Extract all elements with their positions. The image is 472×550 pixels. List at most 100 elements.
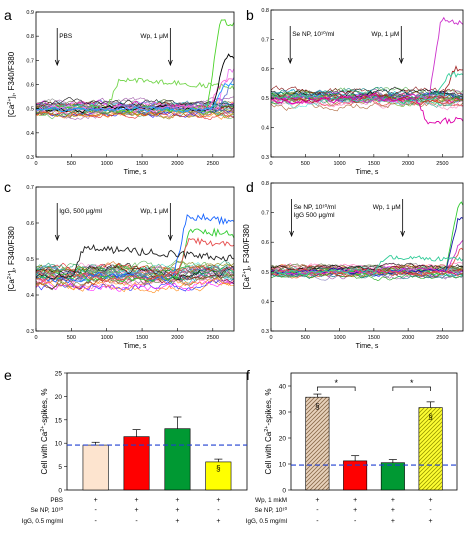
trace-line bbox=[270, 269, 464, 277]
x-axis-label: Time, s bbox=[124, 343, 147, 350]
y-tick-label: 0.4 bbox=[26, 131, 34, 137]
y-tick-label: 10 bbox=[279, 462, 287, 469]
condition-sign: + bbox=[134, 497, 138, 504]
panel-letter: e bbox=[4, 367, 12, 383]
x-tick-label: 500 bbox=[67, 335, 76, 341]
x-tick-label: 1500 bbox=[136, 161, 148, 167]
x-tick-label: 2000 bbox=[402, 161, 414, 167]
y-tick-label: 0.7 bbox=[26, 185, 34, 191]
x-tick-label: 1500 bbox=[368, 335, 380, 341]
arrow-head bbox=[54, 234, 60, 242]
arrow-head bbox=[167, 59, 173, 67]
x-tick-label: 2500 bbox=[207, 335, 219, 341]
y-tick-label: 20 bbox=[55, 394, 63, 401]
y-tick-label: 0.4 bbox=[26, 293, 34, 299]
trace-line bbox=[35, 97, 235, 107]
condition-sign: + bbox=[429, 518, 433, 525]
y-tick-label: 0.5 bbox=[26, 257, 34, 263]
event-trace bbox=[35, 244, 235, 280]
y-tick-label: 0.3 bbox=[261, 329, 269, 335]
y-axis-label: Cell with Ca2+-spikes, % bbox=[40, 389, 49, 475]
y-tick-label: 0.3 bbox=[26, 155, 34, 161]
annotation-label: Wp, 1 μM bbox=[373, 204, 401, 211]
condition-sign: + bbox=[94, 497, 98, 504]
panel-b: 0 500 1000 1500 2000 2500 0.3 0.4 0.5 0.6 0.7 0.8 Ti… bbox=[246, 7, 464, 176]
annotation-label: PBS bbox=[59, 33, 73, 40]
panel-letter: c bbox=[4, 179, 11, 195]
y-tick-label: 0.7 bbox=[261, 37, 269, 43]
y-tick-label: 0.6 bbox=[26, 83, 34, 89]
y-tick-label: 0.3 bbox=[261, 155, 269, 161]
trace-line bbox=[270, 269, 464, 280]
event-trace bbox=[35, 212, 235, 284]
annotation-label: IgG, 500 μg/ml bbox=[59, 208, 102, 215]
y-axis-label: Cell with Ca2+-spikes, % bbox=[264, 389, 273, 475]
x-tick-label: 2500 bbox=[436, 335, 448, 341]
y-tick-label: 0.7 bbox=[26, 58, 34, 64]
x-tick-label: 1000 bbox=[101, 335, 113, 341]
trace-line bbox=[270, 90, 464, 105]
condition-sign: - bbox=[429, 507, 432, 514]
panel-letter: b bbox=[246, 7, 254, 23]
x-tick-label: 500 bbox=[67, 161, 76, 167]
trace-line bbox=[35, 109, 235, 120]
y-tick-label: 0.7 bbox=[261, 211, 269, 217]
y-tick-label: 0 bbox=[282, 488, 286, 495]
y-tick-label: 0.4 bbox=[261, 299, 269, 305]
trace-line bbox=[35, 274, 235, 290]
y-tick-label: 0.6 bbox=[261, 67, 269, 73]
condition-sign: + bbox=[353, 497, 357, 504]
x-tick-label: 2500 bbox=[436, 161, 448, 167]
condition-label: IgG, 0.5 mg/ml bbox=[22, 518, 63, 525]
panel-letter: f bbox=[246, 367, 250, 383]
panel-f: 0 10 20 30 40 Cell with Ca2+-spikes, % § + - - + + -… bbox=[246, 367, 458, 525]
condition-sign: + bbox=[429, 497, 433, 504]
trace-line bbox=[35, 265, 235, 278]
x-tick-label: 0 bbox=[269, 161, 272, 167]
x-tick-label: 0 bbox=[34, 161, 37, 167]
arrow-head bbox=[398, 57, 404, 65]
condition-sign: + bbox=[391, 507, 395, 514]
trace-line bbox=[35, 272, 235, 290]
trace-line bbox=[35, 261, 235, 279]
event-trace bbox=[270, 71, 464, 105]
y-tick-label: 40 bbox=[279, 384, 287, 391]
trace-line bbox=[35, 263, 235, 278]
trace-line bbox=[270, 93, 464, 105]
arrow-head bbox=[54, 59, 60, 67]
plot-frame bbox=[270, 182, 464, 332]
significance-marker: § bbox=[428, 413, 432, 422]
y-tick-label: 5 bbox=[58, 464, 62, 471]
x-tick-label: 500 bbox=[301, 335, 310, 341]
condition-sign: - bbox=[94, 507, 97, 514]
condition-sign: + bbox=[391, 497, 395, 504]
plot-frame bbox=[290, 372, 458, 491]
condition-sign: + bbox=[353, 507, 357, 514]
y-axis-label: [Ca2+]i, F340/F380 bbox=[242, 224, 253, 290]
panel-e: 0 5 10 15 20 25 Cell with Ca2+-spikes, % + - - + + -… bbox=[4, 367, 248, 525]
y-tick-label: 10 bbox=[55, 441, 63, 448]
trace-line bbox=[35, 106, 235, 116]
y-tick-label: 15 bbox=[55, 417, 63, 424]
significance-bracket bbox=[317, 386, 356, 391]
x-tick-label: 1500 bbox=[368, 161, 380, 167]
traces bbox=[35, 212, 235, 294]
traces bbox=[270, 16, 464, 125]
y-tick-label: 20 bbox=[279, 436, 287, 443]
y-tick-label: 25 bbox=[55, 371, 63, 378]
significance-bracket bbox=[392, 386, 431, 391]
trace-line bbox=[35, 276, 235, 292]
plot-frame bbox=[66, 372, 248, 491]
x-tick-label: 500 bbox=[301, 161, 310, 167]
condition-sign: + bbox=[175, 518, 179, 525]
bracket-label: * bbox=[410, 378, 414, 388]
x-axis-label: Time, s bbox=[356, 343, 379, 350]
x-tick-label: 2000 bbox=[402, 335, 414, 341]
x-tick-label: 0 bbox=[269, 335, 272, 341]
y-tick-label: 0.5 bbox=[261, 270, 269, 276]
plot-frame bbox=[270, 9, 464, 158]
condition-label: PBS bbox=[50, 497, 63, 504]
condition-sign: - bbox=[354, 518, 357, 525]
bar bbox=[123, 436, 150, 491]
